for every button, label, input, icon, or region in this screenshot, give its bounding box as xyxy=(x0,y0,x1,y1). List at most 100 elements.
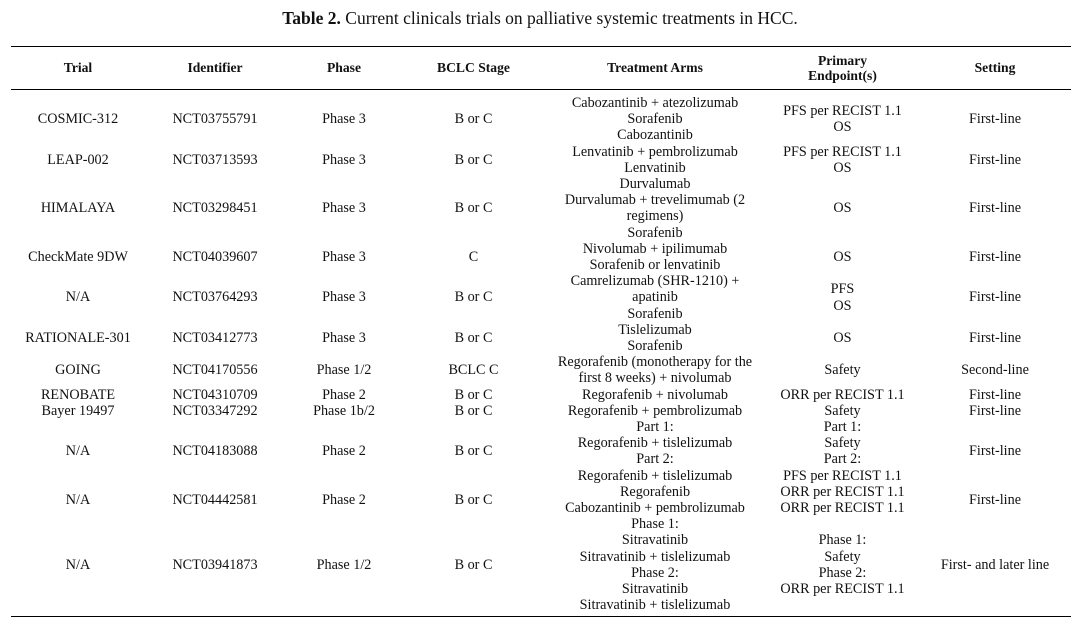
bclc-stage-cell: C xyxy=(468,248,479,265)
table-title: Current clinicals trials on palliative s… xyxy=(340,8,798,28)
phase-cell: Phase 3 xyxy=(322,111,366,128)
phase-cell: Phase 3 xyxy=(322,248,366,265)
endpoint-line: PFS per RECIST 1.1 xyxy=(783,103,902,120)
treatment-arm: Phase 1: xyxy=(631,516,679,533)
setting-cell: First-line xyxy=(968,386,1022,403)
treatment-arm: Regorafenib + tislelizumab xyxy=(577,467,733,484)
endpoint-line: Part 2: xyxy=(823,451,862,468)
identifier-cell: NCT03764293 xyxy=(172,289,258,306)
phase-cell: Phase 2 xyxy=(322,491,366,508)
table-row: N/A NCT03764293 Phase 3 B or C Camrelizumab … xyxy=(11,273,1071,322)
treatment-arm: Sorafenib xyxy=(627,224,683,241)
trial-cell: RENOBATE xyxy=(40,386,116,403)
identifier-cell: NCT03298451 xyxy=(172,200,258,217)
setting-cell: First-line xyxy=(968,329,1022,346)
header-setting: Setting xyxy=(919,46,1071,90)
treatment-arms-cell: Part 1: Regorafenib + tislelizumab Part 2:… xyxy=(544,419,766,484)
endpoint-line: Phase 1: xyxy=(818,532,867,549)
primary-endpoints-cell: ORR per RECIST 1.1 ORR per RECIST 1.1 xyxy=(766,484,919,516)
trial-cell: GOING xyxy=(55,362,101,379)
primary-endpoints-cell: OS xyxy=(766,241,919,273)
endpoint-line: Safety xyxy=(824,548,861,565)
treatment-arms-cell: Lenvatinib + pembrolizumab Lenvatinib xyxy=(544,144,766,176)
phase-cell: Phase 3 xyxy=(322,329,366,346)
setting-cell: First-line xyxy=(968,248,1022,265)
endpoint-line: OS xyxy=(833,200,852,217)
primary-endpoints-cell: PFS per RECIST 1.1 OS xyxy=(766,144,919,176)
phase-cell: Phase 1/2 xyxy=(285,516,403,617)
table-row: COSMIC-312 NCT03755791 Phase 3 B or C Caboza… xyxy=(11,90,1071,144)
table-row: CheckMate 9DW NCT04039607 Phase 3 C Nivoluma… xyxy=(11,241,1071,273)
treatment-arm: Sitravatinib + tislelizumab xyxy=(579,548,731,565)
table-caption: Table 2. Current clinicals trials on pal… xyxy=(0,8,1080,29)
identifier-cell: NCT04039607 xyxy=(172,248,258,265)
identifier-cell: NCT04442581 xyxy=(172,491,258,508)
trial-cell: RATIONALE-301 xyxy=(25,329,131,346)
trial-cell: CheckMate 9DW xyxy=(28,248,128,265)
table-row: LEAP-002 NCT03713593 Phase 3 B or C Lenvatin… xyxy=(11,144,1071,176)
treatment-arm: Camrelizumab (SHR-1210) + apatinib xyxy=(570,273,740,306)
table-row: GOING NCT04170556 Phase 1/2 BCLC C Regorafen… xyxy=(11,354,1071,386)
endpoint-line: ORR per RECIST 1.1 xyxy=(780,483,905,500)
identifier-cell: NCT04183088 xyxy=(172,443,258,460)
primary-endpoints-cell: Phase 1: Safety Phase 2: ORR per RECIST 1.1 xyxy=(766,516,919,617)
endpoint-line: PFS per RECIST 1.1 xyxy=(783,143,902,160)
trial-cell: N/A xyxy=(65,443,91,460)
treatment-arm: Regorafenib (monotherapy for the first 8… xyxy=(557,354,753,387)
treatment-arm: Regorafenib xyxy=(619,483,691,500)
treatment-arm: Sorafenib xyxy=(627,111,683,128)
treatment-arms-cell: Tislelizumab Sorafenib xyxy=(544,322,766,354)
treatment-arm: Lenvatinib xyxy=(624,159,686,176)
header-phase: Phase xyxy=(285,46,403,90)
identifier-cell: NCT03755791 xyxy=(172,111,258,128)
table-row: RATIONALE-301 NCT03412773 Phase 3 B or C Tis… xyxy=(11,322,1071,354)
table-row: HIMALAYA NCT03298451 Phase 3 B or C Durvalum… xyxy=(11,176,1071,241)
table-label: Table 2. xyxy=(282,8,341,28)
treatment-arm: Sorafenib xyxy=(627,305,683,322)
endpoint-line: PFS per RECIST 1.1 xyxy=(783,467,902,484)
endpoint-line: ORR per RECIST 1.1 xyxy=(780,500,905,517)
phase-cell: Phase 3 xyxy=(322,151,366,168)
bclc-stage-cell: B or C xyxy=(454,386,493,403)
phase-cell: Phase 3 xyxy=(322,289,366,306)
endpoint-line: OS xyxy=(833,297,852,314)
phase-cell: Phase 1/2 xyxy=(316,362,372,379)
treatment-arm: Cabozantinib xyxy=(617,127,693,144)
endpoint-line: Part 1: xyxy=(823,419,862,436)
bclc-stage-cell: B or C xyxy=(454,151,493,168)
trial-cell: COSMIC-312 xyxy=(37,111,119,128)
treatment-arms-cell: Regorafenib + nivolumab xyxy=(544,387,766,403)
header-row: Trial Identifier Phase BCLC Stage Treatm… xyxy=(11,46,1071,90)
phase-cell: Phase 1b/2 xyxy=(313,402,375,419)
setting-cell: First-line xyxy=(968,443,1022,460)
identifier-cell: NCT03713593 xyxy=(172,151,258,168)
setting-cell: First-line xyxy=(968,491,1022,508)
header-trial: Trial xyxy=(11,46,145,90)
header-treatment-arms: Treatment Arms xyxy=(544,46,766,90)
trial-cell: Bayer 19497 xyxy=(41,402,115,419)
setting-cell: First- and later line xyxy=(919,516,1071,617)
trial-cell: N/A xyxy=(65,289,91,306)
treatment-arm: Nivolumab + ipilimumab xyxy=(582,240,728,257)
bclc-stage-cell: B or C xyxy=(403,516,544,617)
endpoint-line: Phase 2: xyxy=(818,564,867,581)
table-row: Bayer 19497 NCT03347292 Phase 1b/2 B or C Re… xyxy=(11,403,1071,419)
primary-endpoints-cell: Part 1: Safety Part 2: PFS per RECIST 1.1 xyxy=(766,419,919,484)
table-row: RENOBATE NCT04310709 Phase 2 B or C Regorafe… xyxy=(11,387,1071,403)
treatment-arms-cell: Durvalumab Durvalumab + trevelimumab (2 r… xyxy=(544,176,766,241)
treatment-arm: Cabozantinib + atezolizumab xyxy=(571,95,739,111)
endpoint-line: PFS xyxy=(830,281,855,298)
treatment-arm: Phase 2: xyxy=(631,564,679,581)
treatment-arms-cell: Phase 1: Sitravatinib Sitravatinib + tisle… xyxy=(544,516,766,617)
treatment-arms-cell: Regorafenib + pembrolizumab xyxy=(544,403,766,419)
setting-cell: First-line xyxy=(968,151,1022,168)
bclc-stage-cell: B or C xyxy=(454,402,493,419)
bclc-stage-cell: B or C xyxy=(454,491,493,508)
treatment-arm: Sitravatinib xyxy=(621,532,689,549)
setting-cell: Second-line xyxy=(961,362,1029,379)
identifier-cell: NCT03941873 xyxy=(145,516,285,617)
treatment-arm: Durvalumab + trevelimumab (2 regimens) xyxy=(564,192,746,225)
trial-cell: HIMALAYA xyxy=(40,200,116,217)
endpoint-line: OS xyxy=(833,248,852,265)
